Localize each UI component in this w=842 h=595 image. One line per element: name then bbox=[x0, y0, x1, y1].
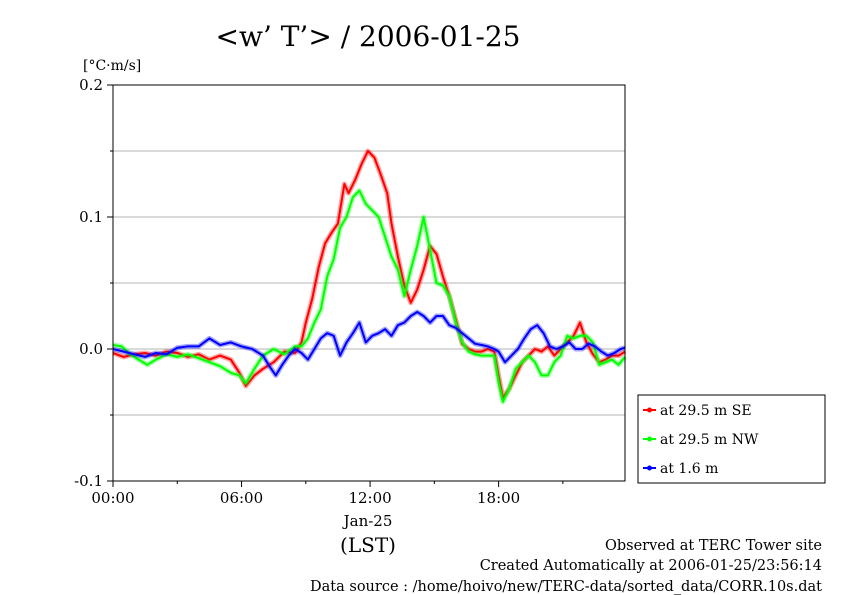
legend-marker bbox=[647, 436, 652, 442]
series-line-1 bbox=[112, 150, 626, 399]
y-axis-unit: [°C·m/s] bbox=[83, 58, 141, 74]
series-halo-2 bbox=[112, 188, 627, 405]
series-lines bbox=[112, 148, 627, 405]
x-tick-label: 18:00 bbox=[477, 489, 520, 507]
series-line-3 bbox=[112, 311, 626, 377]
footer-source: Data source : /home/hoivo/new/TERC-data/… bbox=[310, 579, 822, 595]
axis-ticks: 0.2 0.1 0.0 -0.100:00 06:00 12:00 18:00 bbox=[74, 76, 564, 507]
y-tick-label: 0.2 bbox=[79, 76, 103, 94]
legend: at 29.5 m SE at 29.5 m NW at 1.6 m bbox=[637, 394, 826, 484]
y-tick-label: -0.1 bbox=[74, 472, 103, 490]
y-tick-label: 0.1 bbox=[79, 208, 103, 226]
x-axis-date-label: Jan-25 bbox=[342, 512, 393, 530]
series-line-2 bbox=[112, 189, 626, 403]
footer-site: Observed at TERC Tower site bbox=[605, 538, 822, 554]
legend-box bbox=[637, 394, 826, 484]
x-tick-label: 06:00 bbox=[220, 489, 263, 507]
legend-label: at 29.5 m SE bbox=[660, 403, 752, 419]
legend-label: at 1.6 m bbox=[660, 461, 718, 477]
x-tick-label: 12:00 bbox=[348, 489, 391, 507]
legend-marker bbox=[647, 465, 652, 471]
legend-marker bbox=[647, 407, 652, 413]
x-tick-label: 00:00 bbox=[91, 489, 134, 507]
legend-label: at 29.5 m NW bbox=[660, 432, 759, 448]
series-halo-1 bbox=[112, 148, 627, 401]
y-tick-label: 0.0 bbox=[79, 340, 103, 358]
footer-created: Created Automatically at 2006-01-25/23:5… bbox=[480, 558, 822, 574]
x-axis-label: (LST) bbox=[340, 533, 396, 557]
chart-title: <w’ T’> / 2006-01-25 bbox=[216, 20, 521, 53]
